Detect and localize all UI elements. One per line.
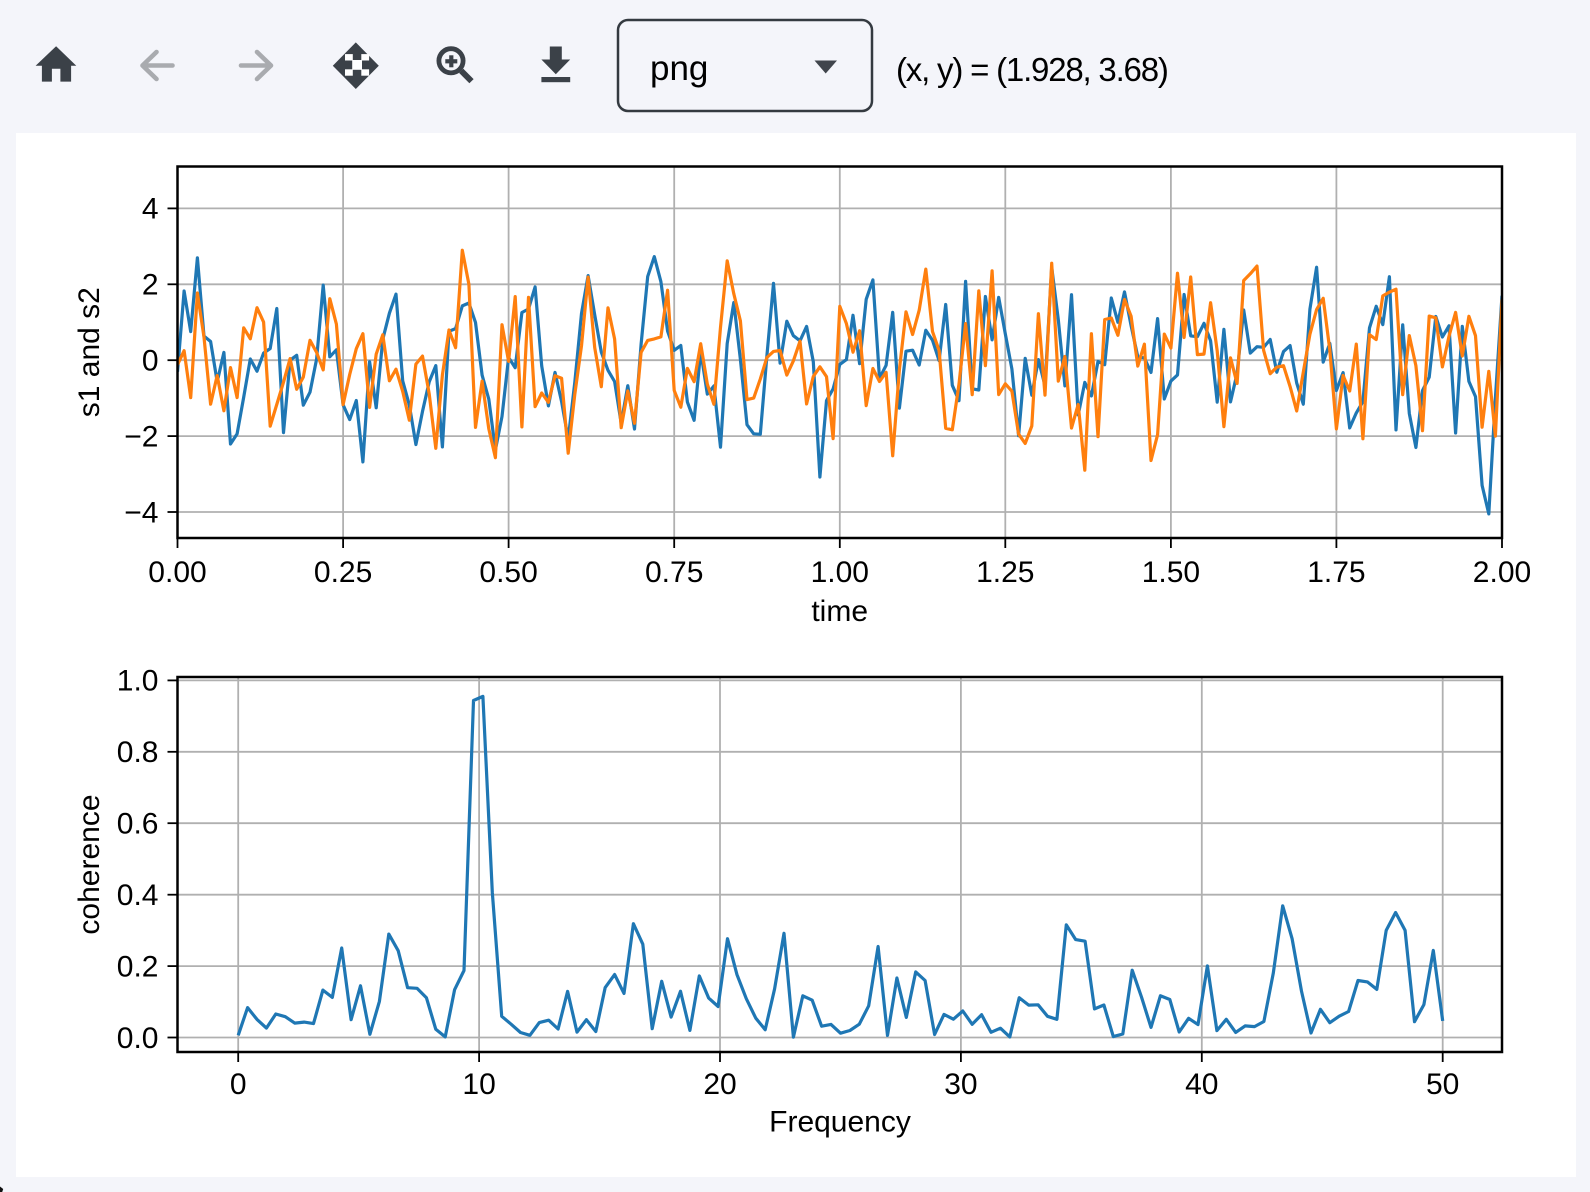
svg-text:Frequency: Frequency bbox=[769, 1105, 911, 1138]
svg-text:0.75: 0.75 bbox=[645, 556, 703, 589]
svg-text:−2: −2 bbox=[124, 420, 158, 453]
svg-text:coherence: coherence bbox=[73, 794, 106, 934]
svg-text:0: 0 bbox=[142, 345, 159, 378]
svg-text:time: time bbox=[811, 595, 868, 628]
svg-text:−4: −4 bbox=[124, 496, 158, 529]
svg-text:0.8: 0.8 bbox=[117, 736, 159, 769]
svg-text:40: 40 bbox=[1185, 1068, 1218, 1101]
svg-text:1.50: 1.50 bbox=[1142, 556, 1200, 589]
svg-text:0.50: 0.50 bbox=[479, 556, 537, 589]
svg-text:(x, y) = (1.928, 3.68): (x, y) = (1.928, 3.68) bbox=[896, 51, 1168, 88]
svg-text:s1 and s2: s1 and s2 bbox=[73, 287, 106, 417]
svg-text:0.25: 0.25 bbox=[314, 556, 372, 589]
svg-text:30: 30 bbox=[944, 1068, 977, 1101]
svg-text:0: 0 bbox=[230, 1068, 247, 1101]
svg-text:1.00: 1.00 bbox=[811, 556, 869, 589]
svg-text:png: png bbox=[650, 49, 708, 88]
svg-text:50: 50 bbox=[1426, 1068, 1459, 1101]
svg-text:1.75: 1.75 bbox=[1307, 556, 1365, 589]
svg-text:0.2: 0.2 bbox=[117, 950, 159, 983]
svg-text:0.6: 0.6 bbox=[117, 808, 159, 841]
svg-text:2.00: 2.00 bbox=[1473, 556, 1531, 589]
svg-text:2: 2 bbox=[142, 269, 159, 302]
svg-text:0.4: 0.4 bbox=[117, 879, 159, 912]
svg-text:0.0: 0.0 bbox=[117, 1022, 159, 1055]
svg-text:1.0: 1.0 bbox=[117, 665, 159, 698]
svg-text:10: 10 bbox=[462, 1068, 495, 1101]
svg-text:4: 4 bbox=[142, 193, 159, 226]
svg-text:20: 20 bbox=[703, 1068, 736, 1101]
svg-text:1.25: 1.25 bbox=[976, 556, 1034, 589]
svg-text:0.00: 0.00 bbox=[148, 556, 206, 589]
